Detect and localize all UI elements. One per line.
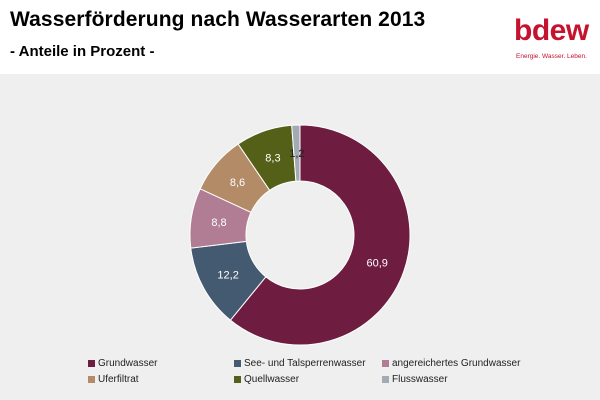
logo-wordmark: bdew	[514, 14, 589, 47]
legend-item: See- und Talsperrenwasser	[234, 358, 366, 369]
chart-title: Wasserförderung nach Wasserarten 2013	[10, 8, 426, 31]
bdew-logo: bdew Energie. Wasser. Leben.	[512, 14, 592, 64]
chart-header: Wasserförderung nach Wasserarten 2013 - …	[0, 0, 600, 74]
slice-data-label: 8,8	[211, 217, 226, 229]
donut-slice	[291, 124, 301, 182]
slice-data-label: 60,9	[367, 258, 388, 270]
legend-label: angereichertes Grundwasser	[392, 358, 521, 369]
legend-swatch	[382, 360, 389, 367]
slice-data-label: 8,3	[265, 153, 280, 165]
legend-label: Uferfiltrat	[98, 374, 139, 385]
logo-tagline: Energie. Wasser. Leben.	[516, 53, 587, 60]
legend-label: Quellwasser	[244, 374, 300, 385]
legend-swatch	[234, 376, 241, 383]
legend-item: Flusswasser	[382, 374, 448, 385]
legend-item: Grundwasser	[88, 358, 157, 369]
legend-swatch	[88, 360, 95, 367]
slice-data-label: 12,2	[217, 270, 238, 282]
legend-swatch	[382, 376, 389, 383]
legend-label: Grundwasser	[98, 358, 158, 369]
slice-data-label: 8,6	[230, 177, 245, 189]
legend-label: See- und Talsperrenwasser	[244, 358, 366, 369]
slice-data-label: 1,2	[289, 148, 304, 160]
chart-subtitle: - Anteile in Prozent -	[10, 43, 155, 60]
legend-item: angereichertes Grundwasser	[382, 358, 520, 369]
legend-swatch	[88, 376, 95, 383]
legend-swatch	[234, 360, 241, 367]
donut-slice	[229, 124, 411, 346]
legend-item: Quellwasser	[234, 374, 299, 385]
legend-item: Uferfiltrat	[88, 374, 139, 385]
chart-legend: Grundwasser See- und Talsperrenwasser ange…	[88, 358, 588, 394]
legend-label: Flusswasser	[392, 374, 448, 385]
